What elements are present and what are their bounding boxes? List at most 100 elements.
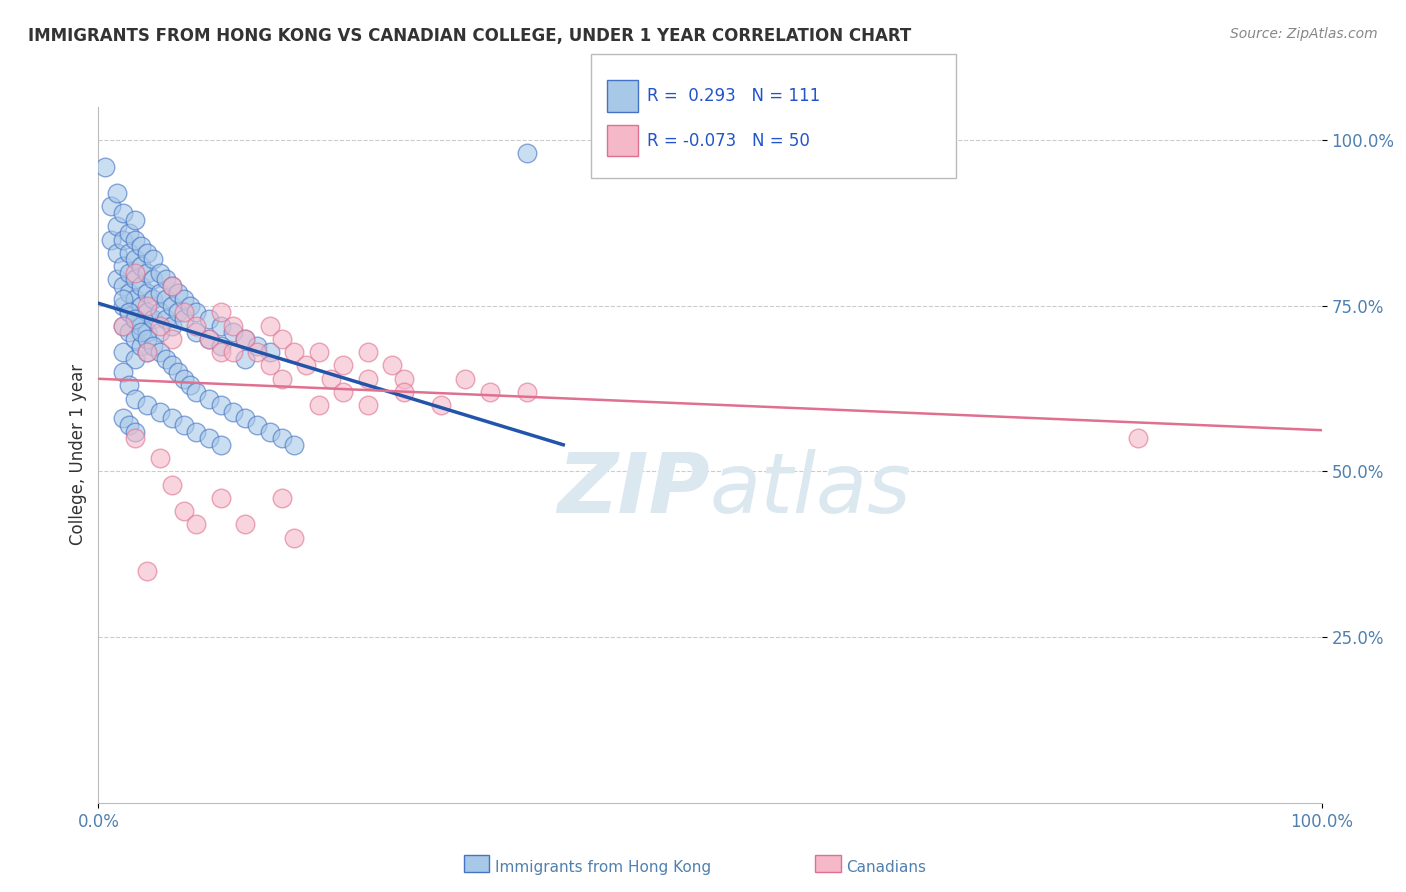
Point: [283, 438, 305, 452]
Point: [111, 318, 134, 333]
Point: [111, 259, 134, 273]
Point: [100, 233, 122, 247]
Point: [129, 318, 152, 333]
Point: [111, 233, 134, 247]
Point: [246, 345, 269, 359]
Point: [124, 431, 146, 445]
Point: [160, 359, 183, 373]
Point: [136, 564, 159, 578]
Point: [186, 305, 208, 319]
Point: [124, 425, 146, 439]
Point: [319, 372, 342, 386]
Point: [124, 351, 146, 366]
Point: [124, 266, 146, 280]
Point: [356, 372, 378, 386]
Point: [129, 299, 152, 313]
Point: [129, 338, 152, 352]
Point: [142, 272, 165, 286]
Point: [515, 384, 537, 399]
Point: [173, 312, 195, 326]
Point: [118, 285, 141, 300]
Point: [118, 378, 141, 392]
Point: [454, 372, 477, 386]
Point: [100, 199, 122, 213]
Point: [478, 384, 501, 399]
Point: [186, 318, 208, 333]
Point: [149, 305, 172, 319]
Point: [392, 372, 416, 386]
Point: [149, 318, 172, 333]
Point: [160, 411, 183, 425]
Point: [124, 312, 146, 326]
Point: [430, 398, 453, 412]
Point: [173, 418, 195, 433]
Point: [167, 285, 190, 300]
Point: [295, 359, 318, 373]
Point: [93, 160, 115, 174]
Point: [136, 345, 159, 359]
Point: [173, 372, 195, 386]
Point: [124, 332, 146, 346]
Point: [209, 305, 232, 319]
Text: Immigrants from Hong Kong: Immigrants from Hong Kong: [495, 860, 711, 874]
Point: [197, 312, 219, 326]
Point: [111, 365, 134, 379]
Point: [149, 451, 172, 466]
Point: [356, 345, 378, 359]
Text: IMMIGRANTS FROM HONG KONG VS CANADIAN COLLEGE, UNDER 1 YEAR CORRELATION CHART: IMMIGRANTS FROM HONG KONG VS CANADIAN CO…: [28, 27, 911, 45]
Point: [283, 345, 305, 359]
Point: [118, 305, 141, 319]
Point: [233, 332, 256, 346]
Point: [111, 206, 134, 220]
Point: [149, 266, 172, 280]
Point: [136, 266, 159, 280]
Point: [246, 418, 269, 433]
Point: [392, 384, 416, 399]
Point: [167, 305, 190, 319]
Point: [270, 491, 294, 505]
Point: [179, 299, 201, 313]
Point: [308, 398, 330, 412]
Point: [186, 326, 208, 340]
Point: [197, 332, 219, 346]
Point: [124, 292, 146, 306]
Point: [149, 285, 172, 300]
Point: [129, 259, 152, 273]
Text: Source: ZipAtlas.com: Source: ZipAtlas.com: [1230, 27, 1378, 41]
Point: [160, 279, 183, 293]
Point: [160, 477, 183, 491]
Point: [259, 345, 281, 359]
Point: [186, 425, 208, 439]
Point: [233, 351, 256, 366]
Text: R = -0.073   N = 50: R = -0.073 N = 50: [647, 132, 810, 150]
Point: [136, 285, 159, 300]
Point: [173, 305, 195, 319]
Point: [105, 245, 128, 260]
Point: [136, 332, 159, 346]
Point: [209, 338, 232, 352]
Point: [149, 326, 172, 340]
Point: [197, 431, 219, 445]
Point: [111, 318, 134, 333]
Point: [155, 312, 177, 326]
Point: [259, 318, 281, 333]
Text: ZIP: ZIP: [557, 450, 710, 530]
Point: [356, 398, 378, 412]
Point: [142, 252, 165, 267]
Point: [118, 266, 141, 280]
Point: [124, 392, 146, 406]
Point: [283, 531, 305, 545]
Point: [173, 504, 195, 518]
Point: [222, 326, 245, 340]
Point: [124, 252, 146, 267]
Point: [173, 292, 195, 306]
Point: [160, 279, 183, 293]
Point: [142, 292, 165, 306]
Point: [129, 326, 152, 340]
Point: [111, 299, 134, 313]
Point: [118, 418, 141, 433]
Point: [259, 359, 281, 373]
Point: [149, 345, 172, 359]
Y-axis label: College, Under 1 year: College, Under 1 year: [69, 364, 87, 546]
Point: [105, 219, 128, 234]
